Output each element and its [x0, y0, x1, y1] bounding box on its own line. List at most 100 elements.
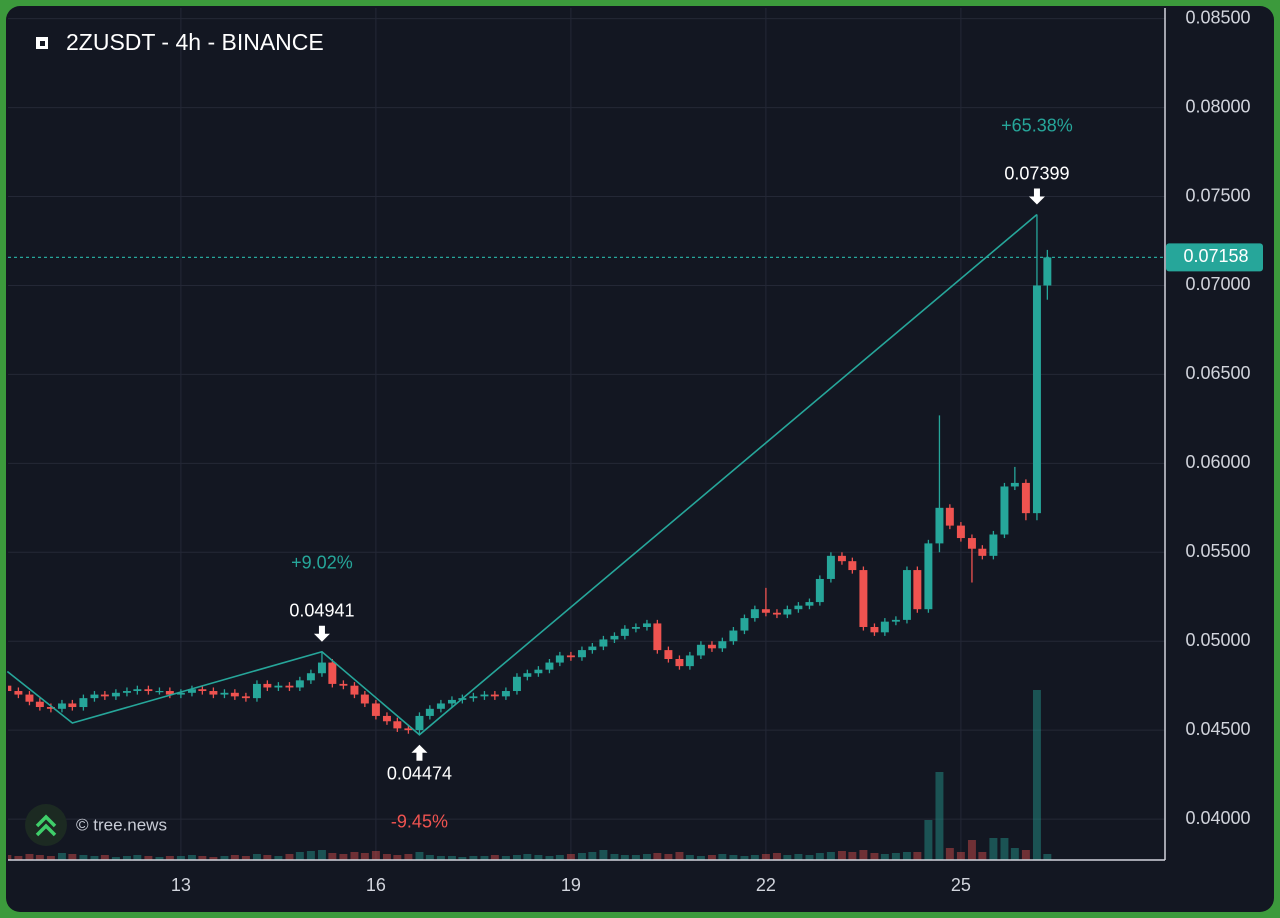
volume-bar [339, 854, 348, 860]
candle-body [826, 555, 835, 579]
volume-bar [480, 856, 489, 860]
zigzag-line [6, 213, 1038, 736]
candle-body [360, 694, 369, 704]
candle-body [664, 650, 673, 660]
volume-bar [826, 852, 835, 860]
volume-bar [837, 851, 846, 860]
volume-bar [967, 840, 976, 860]
volume-bar [545, 856, 554, 860]
candle-body [545, 662, 554, 670]
y-tick-label: 0.06500 [1185, 363, 1250, 383]
candle-body [935, 507, 944, 544]
candle-body [57, 703, 66, 709]
candle-body [176, 692, 185, 695]
candle-body [859, 570, 868, 627]
volume-bar [25, 854, 34, 860]
volume-bar [122, 856, 131, 860]
annotation-layer: 0.07158 0.04941 +9.02% 0.04474 -9.45% 0.07399… [6, 115, 1263, 832]
candle-body [772, 612, 781, 615]
candle-body [490, 694, 499, 697]
volume-bar [230, 855, 239, 860]
candle-body [382, 715, 391, 722]
volume-bar [306, 851, 315, 860]
volume-bar [501, 856, 510, 860]
volume-bar [198, 856, 207, 860]
volume-bar [187, 855, 196, 860]
candle-body [599, 639, 608, 647]
volume-bar [404, 854, 413, 860]
volume-bar [805, 855, 814, 860]
y-tick-label: 0.05500 [1185, 541, 1250, 561]
volume-bar [685, 855, 694, 860]
candle-body [230, 692, 239, 697]
volume-bar [57, 853, 66, 860]
candle-body [848, 561, 857, 571]
volume-bar [328, 853, 337, 860]
candle-body [956, 525, 965, 539]
volume-bar [989, 838, 998, 860]
last-price-label: 0.07158 [1183, 246, 1248, 266]
watermark: © tree.news [76, 815, 167, 834]
volume-bar [566, 854, 575, 860]
volume-bar [707, 855, 716, 860]
volume-bar [1043, 854, 1052, 860]
candle-body [989, 534, 998, 556]
candle-body [675, 659, 684, 667]
candle-layer [8, 214, 1052, 735]
candle-body [512, 676, 521, 692]
candle-body [79, 698, 88, 708]
grid [8, 8, 1165, 860]
candle-body [8, 685, 12, 692]
candle-body [902, 570, 911, 620]
volume-bar [241, 856, 250, 860]
candle-body [198, 689, 207, 692]
candle-body [285, 685, 294, 688]
volume-bar [165, 856, 174, 860]
candle-body [122, 691, 131, 693]
volume-bar [68, 854, 77, 860]
volume-bar [79, 855, 88, 860]
candle-body [783, 609, 792, 615]
x-tick-label: 16 [366, 875, 386, 895]
volume-bar [610, 854, 619, 860]
volume-bar [14, 856, 23, 860]
volume-bar [274, 856, 283, 860]
chart-background [6, 6, 1274, 912]
candle-body [1032, 285, 1041, 514]
volume-bar [815, 853, 824, 860]
volume-bar [263, 855, 272, 860]
volume-bar [252, 854, 261, 860]
volume-bar [750, 855, 759, 860]
volume-bar [761, 854, 770, 860]
candle-body [350, 685, 359, 695]
volume-bar [945, 848, 954, 860]
volume-bar [512, 855, 521, 860]
last-price-tag [1166, 243, 1263, 272]
y-tick-label: 0.06000 [1185, 452, 1250, 472]
candle-body [815, 578, 824, 603]
volume-bar [523, 854, 532, 860]
volume-bar [1010, 848, 1019, 860]
volume-bar [46, 856, 55, 860]
volume-bar [415, 852, 424, 860]
candle-body [880, 621, 889, 633]
candle-body [653, 623, 662, 651]
candle-body [555, 655, 564, 663]
volume-bar [1000, 838, 1009, 860]
y-tick-label: 0.07500 [1185, 185, 1250, 205]
candle-body [306, 673, 315, 681]
candle-body [1000, 486, 1009, 535]
volume-bar [371, 851, 380, 860]
candle-body [501, 691, 510, 697]
candle-body [566, 655, 575, 658]
candle-body [707, 644, 716, 649]
candle-body [295, 680, 304, 688]
pivot-arrow [411, 744, 428, 761]
candle-body [415, 715, 424, 731]
volume-bar [794, 854, 803, 860]
watermark-logo [25, 804, 67, 846]
volume-bar [317, 850, 326, 860]
candle-body [317, 662, 326, 674]
pivot-arrow [1028, 188, 1045, 205]
volume-bar [176, 856, 185, 860]
